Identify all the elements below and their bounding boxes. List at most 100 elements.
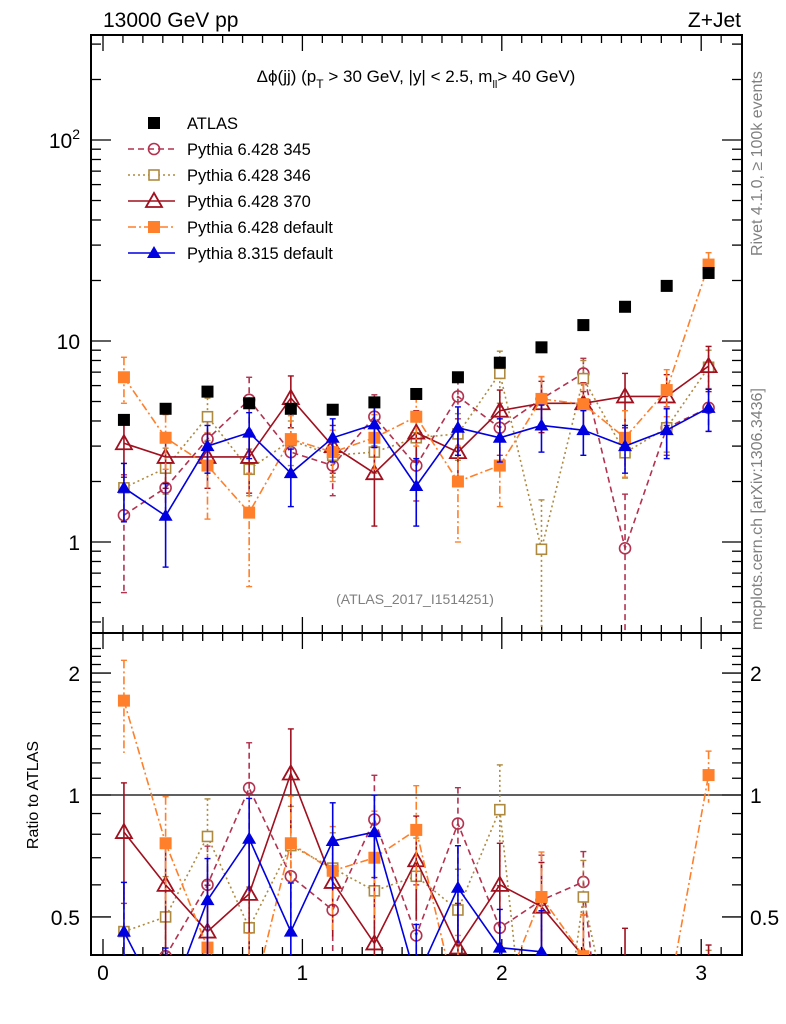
data-point [450,420,465,433]
ratio-point [114,822,134,839]
ratio-point [450,880,465,893]
ratio-y-tick-label-left: 0.5 [51,907,80,930]
legend-marker [148,117,160,129]
y-tick-label-exponent: 2 [72,126,80,142]
data-point [618,542,632,555]
ratio-series-pythia-8-315-default [116,794,590,1018]
ratio-point [702,769,715,782]
data-point [117,371,130,384]
data-point [699,356,719,374]
ratio-series-group [114,659,715,1024]
ratio-y-tick-label-right: 0.5 [750,907,779,930]
main-series-group [114,251,719,633]
atlas-data-point [535,341,548,354]
series-atlas [117,266,715,426]
data-point [492,430,507,443]
x-tick-label: 2 [496,962,508,985]
data-point [114,433,134,451]
data-point [701,400,716,413]
ratio-point [239,884,259,901]
ratio-point [409,973,423,985]
atlas-data-point [117,413,130,426]
ratio-point [283,924,298,937]
legend-marker [148,169,160,181]
legend-item-pythia-6-428-345: Pythia 6.428 345 [128,141,311,159]
data-point [284,433,297,446]
data-point [158,508,173,521]
ratio-point [116,924,131,937]
data-point [535,392,548,405]
ratio-y-axis-label: Ratio to ATLAS [25,741,42,849]
ratio-point [577,891,590,903]
x-tick-label: 3 [695,962,707,985]
beam-energy-label: 13000 GeV pp [103,9,238,32]
ratio-point [284,837,297,850]
atlas-data-point [326,403,339,416]
ratio-point [242,831,257,844]
data-point [201,410,214,423]
legend-label: Pythia 6.428 default [187,219,333,237]
data-point [659,423,674,436]
data-point [409,478,424,491]
ratio-point [367,825,382,838]
ratio-point [117,694,130,707]
ratio-point [659,1011,675,1024]
y-tick-label: 10 [57,331,80,354]
data-point [534,418,549,431]
ratio-point [490,875,510,892]
data-point [494,367,506,380]
ratio-point [410,823,423,836]
ratio-point [577,950,590,955]
ratio-point [201,830,214,843]
ratio-series-pythia-6-428-370 [114,728,712,1024]
series-pythia-8-315-default [116,388,716,568]
data-point [618,439,633,452]
legend-item-pythia-6-428-346: Pythia 6.428 346 [128,167,311,185]
ratio-point [156,875,176,892]
main-axis-ticks [91,35,742,633]
data-point [364,463,384,481]
data-point [243,506,256,519]
data-point [660,384,673,397]
data-point [116,480,131,493]
ratio-point [576,1000,590,1012]
data-point [615,386,635,404]
ratio-y-tick-label-left: 2 [68,663,80,686]
ratio-y-tick-labels: 0.5 0.5 1 1 2 2 [51,663,779,930]
atlas-data-point [451,371,464,384]
atlas-data-point [159,402,172,415]
data-point [242,425,257,438]
ratio-y-tick-label-left: 1 [68,785,80,808]
ratio-point [159,1006,173,1018]
data-point [451,390,465,403]
ratio-point [535,890,548,903]
legend-item-pythia-6-428-370: Pythia 6.428 370 [128,191,311,211]
ratio-axis-ticks [91,633,742,955]
data-point [410,410,423,423]
legend-label: Pythia 8.315 default [187,245,333,263]
ratio-point [492,940,507,953]
legend-label: Pythia 6.428 345 [187,141,311,159]
legend-marker [144,191,164,208]
data-point [325,430,340,443]
analysis-id-watermark: (ATLAS_2017_I1514251) [336,591,494,607]
data-point [490,400,510,418]
data-point [239,447,259,464]
data-point [576,423,591,436]
legend-item-pythia-6-428-default: Pythia 6.428 default [128,219,333,237]
atlas-data-point [368,396,381,409]
ratio-point [118,979,129,990]
ratio-y-tick-label-right: 2 [750,663,762,686]
data-point [367,417,382,430]
data-point [283,466,298,479]
ratio-point [364,933,384,951]
ratio-point [451,817,465,830]
ratio-point [452,1001,464,1013]
data-point [200,439,215,452]
legend-marker [147,142,161,156]
data-point [159,431,172,444]
x-tick-label: 0 [97,962,109,985]
y-tick-label: 102 [49,126,80,153]
